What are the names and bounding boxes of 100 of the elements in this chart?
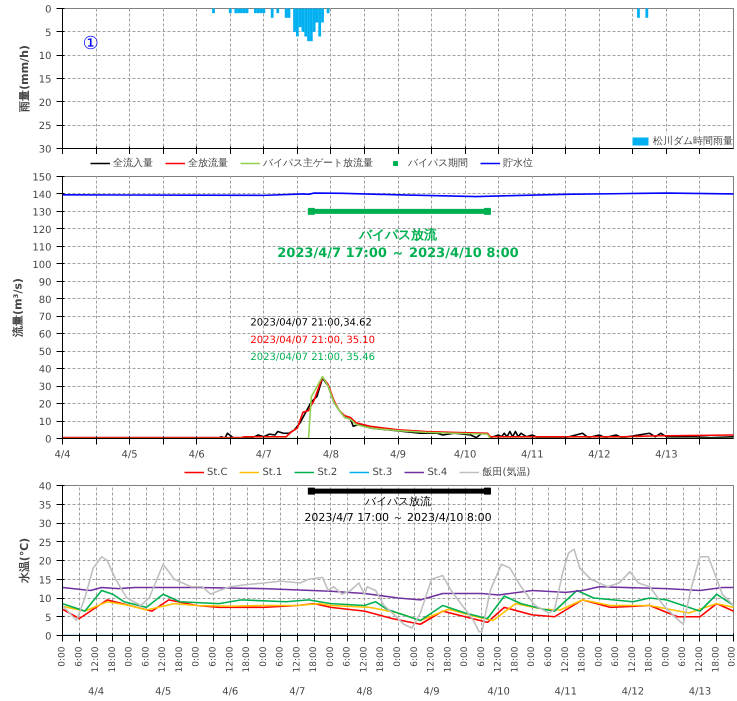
x-tick-label: 0:00 (527, 646, 538, 667)
x2-tick-label: 4/10 (487, 686, 510, 698)
y-tick-label: 35 (38, 500, 52, 512)
y-tick-label: 10 (38, 417, 52, 428)
y-tick-label: 20 (38, 400, 52, 411)
legend-label: St.2 (317, 466, 338, 478)
y-tick-label: 5 (45, 612, 52, 624)
y-tick-label: 140 (32, 190, 52, 201)
y-tick-label: 30 (38, 382, 52, 394)
x-tick-label: 4/11 (520, 450, 544, 460)
legend-label: 松川ダム時間雨量 (653, 134, 733, 148)
x-tick-label: 0:00 (728, 646, 737, 667)
annotation: 2023/04/07 21:00, 35.46 (250, 352, 376, 363)
y-tick-label: 110 (32, 242, 52, 254)
x-tick-label: 12:00 (426, 646, 437, 672)
y-tick-label: 70 (38, 312, 52, 324)
y-tick-label: 0 (45, 4, 52, 16)
x-tick-label: 12:00 (560, 646, 571, 672)
x-tick-label: 18:00 (174, 646, 185, 672)
y-tick-label: 20 (38, 556, 52, 568)
x2-tick-label: 4/5 (155, 686, 172, 698)
x-tick-label: 4/8 (322, 450, 339, 460)
x-tick-label: 0:00 (326, 646, 336, 667)
y-tick-label: 80 (38, 294, 52, 306)
annotation: ① (82, 33, 99, 54)
x-tick-label: 4/12 (588, 450, 611, 460)
x-tick-label: 4/5 (122, 450, 138, 460)
y-tick-label: 15 (38, 575, 52, 586)
x2-tick-label: 4/9 (424, 686, 440, 698)
x-tick-label: 12:00 (292, 646, 302, 672)
y-tick-label: 100 (32, 260, 52, 271)
y-tick-label: 25 (38, 538, 52, 549)
legend-label: バイパス期間 (408, 156, 468, 170)
x-tick-label: 18:00 (644, 646, 655, 672)
x-tick-label: 0:00 (124, 646, 135, 667)
annotation: バイパス放流 2023/4/7 17:00 ～ 2023/4/10 8:00 (304, 495, 492, 524)
x-tick-label: 12:00 (225, 646, 236, 672)
y-tick-label: 40 (38, 364, 52, 376)
y-tick-label: 10 (38, 51, 52, 62)
x2-tick-label: 4/8 (356, 686, 372, 698)
y-tick-label: 150 (32, 172, 52, 184)
legend-label: St.3 (372, 466, 392, 478)
x-tick-label: 12:00 (91, 646, 102, 672)
x-tick-label: 12:00 (694, 646, 705, 672)
x2-tick-label: 4/6 (222, 686, 238, 698)
y-axis-title: 流量(m³/s) (11, 278, 24, 338)
x-tick-label: 4/10 (454, 450, 476, 460)
legend-label: 飯田(気温) (482, 466, 530, 479)
x-tick-label: 18:00 (108, 646, 118, 672)
legend-label: バイパス主ゲート放流量 (263, 156, 373, 170)
legend-label: 貯水位 (503, 156, 533, 170)
x-tick-label: 12:00 (359, 646, 370, 672)
y-tick-label: 120 (32, 224, 52, 236)
x-tick-label: 6:00 (544, 646, 554, 667)
legend-label: St.4 (427, 466, 448, 478)
y-tick-label: 40 (38, 482, 52, 492)
x-tick-label: 18:00 (309, 646, 320, 672)
x-tick-label: 6:00 (476, 646, 487, 667)
annotation: 2023/04/07 21:00,34.62 (250, 318, 372, 329)
x-tick-label: 4/4 (54, 450, 71, 460)
x-tick-label: 12:00 (158, 646, 168, 672)
x-tick-label: 0:00 (58, 646, 68, 667)
x-tick-label: 6:00 (141, 646, 152, 667)
x-tick-label: 6:00 (611, 646, 622, 667)
x-tick-label: 4/6 (188, 450, 205, 460)
x-tick-label: 18:00 (443, 646, 454, 672)
x-tick-label: 4/13 (655, 450, 678, 460)
x-tick-label: 6:00 (410, 646, 420, 667)
y-tick-label: 0 (45, 434, 52, 446)
y-tick-label: 15 (38, 74, 52, 86)
y-axis-title: 雨量(mm/h) (18, 45, 31, 113)
y-tick-label: 10 (38, 594, 52, 605)
x-tick-label: 12:00 (628, 646, 638, 672)
x2-tick-label: 4/7 (289, 686, 306, 698)
y-tick-label: 60 (38, 330, 52, 341)
annotation: 2023/04/07 21:00, 35.10 (250, 334, 376, 346)
y-axis-title: 水温(℃) (18, 538, 31, 584)
x2-tick-label: 4/4 (88, 686, 104, 698)
y-tick-label: 20 (38, 98, 52, 109)
y-tick-label: 5 (45, 28, 52, 39)
x-tick-label: 6:00 (276, 646, 286, 667)
legend-label: St.1 (262, 466, 282, 478)
x-tick-label: 0:00 (661, 646, 672, 667)
x-tick-label: 4/9 (390, 450, 406, 460)
x-tick-label: 6:00 (342, 646, 353, 667)
legend-label: 全放流量 (188, 156, 228, 170)
x-tick-label: 18:00 (376, 646, 386, 672)
legend-label: 全流入量 (113, 156, 153, 170)
annotation: バイパス放流 2023/4/7 17:00 ～ 2023/4/10 8:00 (277, 227, 519, 262)
x-tick-label: 18:00 (242, 646, 252, 672)
x-tick-label: 4/7 (256, 450, 272, 460)
x-tick-label: 18:00 (578, 646, 588, 672)
x-tick-label: 0:00 (192, 646, 202, 667)
x-tick-label: 0:00 (393, 646, 403, 667)
x-tick-label: 12:00 (494, 646, 504, 672)
x2-tick-label: 4/13 (688, 686, 712, 698)
x-tick-label: 6:00 (74, 646, 84, 667)
legend-label: St.C (207, 466, 228, 478)
x2-tick-label: 4/11 (554, 686, 577, 698)
x-tick-label: 0:00 (258, 646, 269, 667)
